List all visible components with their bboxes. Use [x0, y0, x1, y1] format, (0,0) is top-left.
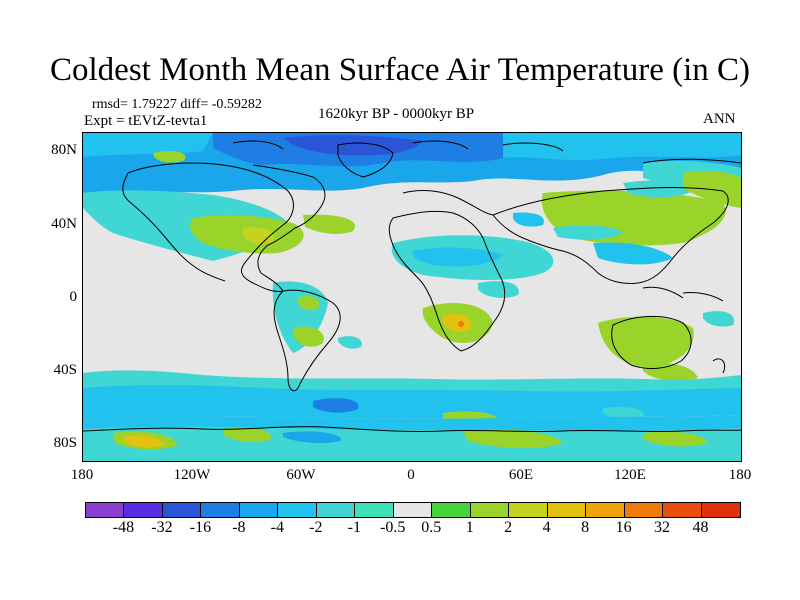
y-axis-label-40s: 40S: [53, 362, 77, 378]
x-axis-label-120w: 120W: [173, 467, 211, 483]
x-axis-label-180w: 180: [70, 467, 94, 483]
color-legend-label: 48: [692, 519, 709, 536]
color-legend-label: 32: [654, 519, 671, 536]
color-legend-label: 2: [504, 519, 513, 536]
color-legend-label: 1: [465, 519, 474, 536]
chart-title: Coldest Month Mean Surface Air Temperatu…: [50, 52, 750, 88]
color-swatch: [586, 503, 625, 517]
color-legend-label: 0.5: [421, 519, 442, 536]
color-legend-label: -8: [232, 519, 246, 536]
x-axis-label-120e: 120E: [614, 467, 646, 483]
y-axis-label-40n: 40N: [51, 216, 77, 232]
color-legend-label: -1: [347, 519, 361, 536]
color-swatch: [663, 503, 702, 517]
color-legend-label: -32: [151, 519, 173, 536]
period-label: 1620kyr BP - 0000kyr BP: [318, 106, 475, 122]
color-legend-label: -4: [270, 519, 284, 536]
color-swatch: [624, 503, 664, 517]
color-swatch: [701, 503, 740, 517]
x-axis-label-180e: 180: [728, 467, 752, 483]
y-axis-label-80n: 80N: [51, 142, 77, 158]
experiment-label: Expt = tEVtZ-tevta1: [84, 113, 208, 129]
y-axis-label-80s: 80S: [53, 435, 77, 451]
color-legend-label: -0.5: [380, 519, 406, 536]
color-legend-label: -2: [309, 519, 323, 536]
x-axis-label-0: 0: [407, 467, 415, 483]
color-swatch: [547, 503, 587, 517]
color-swatch: [355, 503, 394, 517]
color-legend-label: 4: [542, 519, 551, 536]
color-swatch: [393, 503, 433, 517]
color-swatch: [278, 503, 317, 517]
season-label: ANN: [703, 111, 736, 127]
color-swatch: [470, 503, 510, 517]
color-swatch: [432, 503, 471, 517]
color-swatch: [86, 503, 125, 517]
temperature-map: [82, 132, 742, 462]
x-axis-label-60e: 60E: [508, 467, 534, 483]
x-axis-label-60w: 60W: [286, 467, 316, 483]
color-swatch: [239, 503, 279, 517]
color-legend-label: -48: [112, 519, 135, 536]
color-legend-label: -16: [189, 519, 212, 536]
color-swatch: [124, 503, 163, 517]
color-legend-bar: [85, 502, 741, 518]
color-swatch: [509, 503, 548, 517]
y-axis-label-0: 0: [69, 289, 78, 305]
color-legend-label: 8: [581, 519, 590, 536]
color-swatch: [201, 503, 240, 517]
color-legend-label: 16: [615, 519, 632, 536]
color-swatch: [162, 503, 202, 517]
stats-text: rmsd= 1.79227 diff= -0.59282: [92, 97, 262, 112]
color-swatch: [316, 503, 356, 517]
map-plot: [83, 133, 741, 461]
